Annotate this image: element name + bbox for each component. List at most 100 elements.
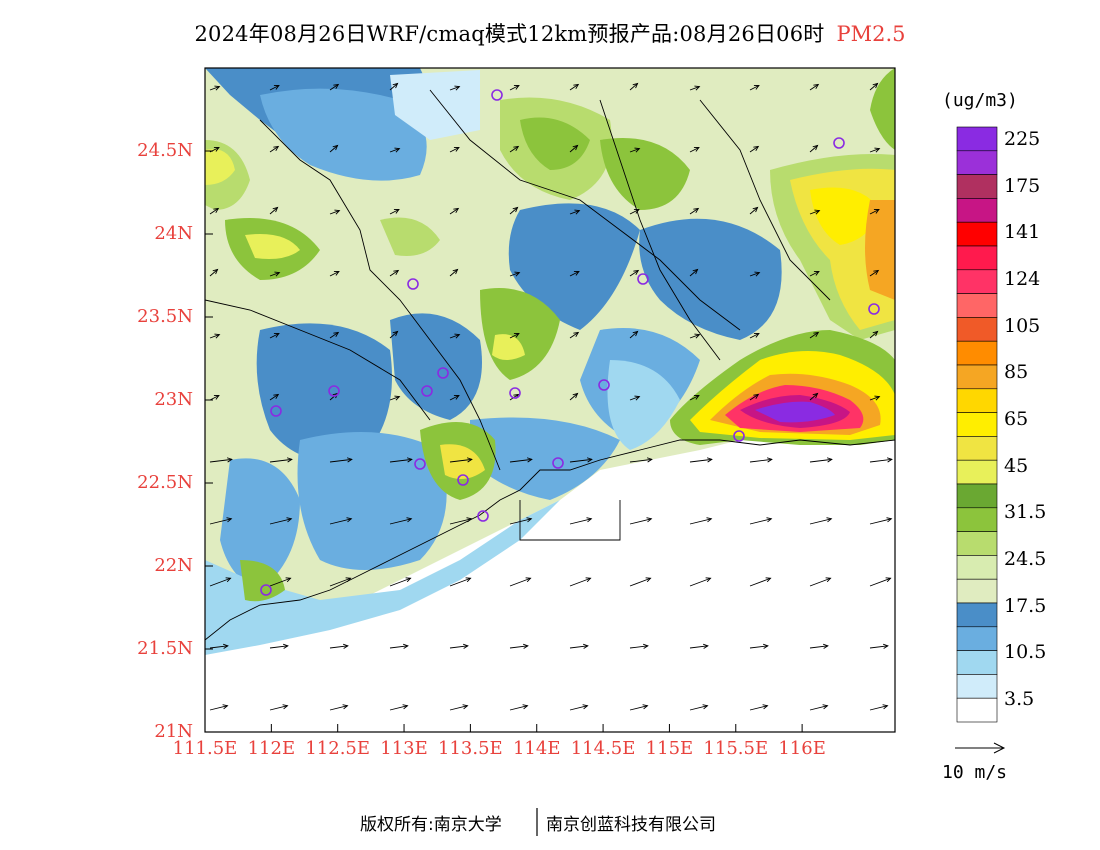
colorbar-segment bbox=[956, 317, 998, 342]
wind-arrow bbox=[209, 457, 233, 463]
wind-arrow bbox=[869, 209, 880, 215]
wind-arrow bbox=[569, 457, 593, 463]
lon-label: 116E bbox=[778, 738, 826, 759]
wind-arrow bbox=[269, 145, 280, 153]
wind-arrow bbox=[569, 704, 589, 711]
wind-arrow bbox=[809, 517, 833, 525]
colorbar-segment bbox=[956, 269, 998, 294]
wind-arrow bbox=[209, 577, 232, 587]
wind-arrow bbox=[389, 330, 399, 339]
colorbar-label: 65 bbox=[1004, 408, 1029, 430]
wind-arrow bbox=[869, 643, 889, 649]
colorbar-label: 10.5 bbox=[1004, 641, 1047, 664]
colorbar-label: 45 bbox=[1004, 454, 1029, 477]
colorbar-segment bbox=[956, 674, 998, 699]
colorbar-segment bbox=[956, 198, 998, 223]
colorbar-unit: (ug/m3) bbox=[942, 90, 1018, 111]
concentration-field bbox=[205, 68, 895, 732]
station-marker bbox=[552, 457, 564, 469]
wind-reference-arrow bbox=[955, 742, 1006, 754]
colorbar-segment bbox=[956, 340, 998, 366]
lat-label: 22.5N bbox=[137, 472, 193, 493]
wind-arrow bbox=[749, 457, 773, 463]
lon-label: 113.5E bbox=[438, 738, 503, 759]
colorbar-label: 124 bbox=[1004, 268, 1041, 290]
footer-company: 南京创蓝科技有限公司 bbox=[546, 815, 716, 835]
lat-label: 21N bbox=[154, 721, 193, 742]
wind-arrow bbox=[749, 333, 760, 339]
wind-arrow bbox=[329, 209, 341, 215]
wind-arrow bbox=[329, 144, 339, 153]
wind-arrow bbox=[689, 517, 713, 525]
wind-arrow bbox=[749, 517, 773, 525]
title-variable: PM2.5 bbox=[836, 22, 906, 46]
wind-arrow bbox=[569, 577, 592, 587]
colorbar bbox=[956, 126, 998, 723]
wind-arrow bbox=[329, 271, 340, 277]
lat-label: 23N bbox=[154, 389, 193, 410]
lon-label: 112E bbox=[247, 738, 296, 759]
station-marker bbox=[437, 367, 449, 379]
wind-arrow bbox=[569, 271, 580, 277]
wind-arrow bbox=[389, 457, 413, 463]
wind-arrow bbox=[809, 392, 819, 401]
wind-arrow bbox=[749, 643, 769, 649]
station-marker bbox=[477, 510, 489, 522]
wind-vectors bbox=[209, 82, 893, 711]
wind-arrow bbox=[749, 393, 760, 401]
wind-arrow bbox=[869, 147, 881, 153]
wind-arrow bbox=[869, 457, 893, 463]
wind-arrow bbox=[749, 85, 760, 91]
wind-arrow bbox=[569, 517, 593, 525]
wind-arrow bbox=[869, 330, 879, 339]
wind-arrow bbox=[389, 82, 399, 91]
wind-arrow bbox=[869, 704, 889, 711]
wind-arrow bbox=[329, 704, 349, 711]
wind-arrow bbox=[569, 643, 589, 649]
lon-label: 114E bbox=[512, 738, 561, 759]
colorbar-segment bbox=[956, 293, 998, 318]
colorbar-segment bbox=[956, 459, 998, 485]
wind-arrow bbox=[209, 207, 220, 215]
wind-arrow bbox=[509, 643, 529, 649]
wind-arrow bbox=[749, 704, 769, 711]
colorbar-segment bbox=[956, 245, 998, 271]
lat-label: 24.5N bbox=[137, 140, 193, 161]
wind-arrow bbox=[869, 395, 881, 401]
wind-reference-label: 10 m/s bbox=[942, 762, 1008, 783]
colorbar-segment bbox=[956, 364, 998, 390]
wind-arrow bbox=[569, 392, 579, 401]
wind-arrow bbox=[809, 331, 820, 339]
wind-arrow bbox=[449, 333, 461, 339]
wind-arrow bbox=[689, 207, 700, 215]
wind-arrow bbox=[449, 457, 473, 463]
wind-arrow bbox=[389, 269, 400, 277]
wind-arrow bbox=[329, 517, 353, 525]
wind-arrow bbox=[269, 206, 279, 215]
wind-arrow bbox=[629, 457, 653, 463]
wind-arrow bbox=[569, 331, 580, 339]
wind-arrow bbox=[209, 517, 233, 525]
wind-arrow bbox=[209, 147, 220, 153]
wind-arrow bbox=[509, 517, 533, 525]
lon-label: 115.5E bbox=[703, 738, 769, 759]
colorbar-segment bbox=[956, 174, 998, 199]
colorbar-segment bbox=[956, 412, 998, 437]
colorbar-segment bbox=[956, 531, 998, 556]
wind-arrow bbox=[389, 577, 412, 587]
station-marker bbox=[260, 584, 272, 596]
colorbar-segment bbox=[956, 150, 998, 175]
colorbar-segment bbox=[956, 626, 998, 651]
wind-arrow bbox=[809, 271, 820, 277]
wind-arrow bbox=[749, 577, 772, 587]
colorbar-segment bbox=[956, 650, 998, 675]
colorbar-segment bbox=[956, 697, 998, 723]
wind-arrow bbox=[749, 145, 760, 153]
colorbar-segment bbox=[956, 388, 998, 413]
wind-arrow bbox=[329, 577, 352, 587]
wind-arrow bbox=[689, 147, 700, 153]
wind-arrow bbox=[509, 333, 520, 339]
wind-arrow bbox=[269, 271, 281, 277]
wind-arrow bbox=[689, 457, 713, 463]
wind-arrow bbox=[689, 704, 709, 711]
